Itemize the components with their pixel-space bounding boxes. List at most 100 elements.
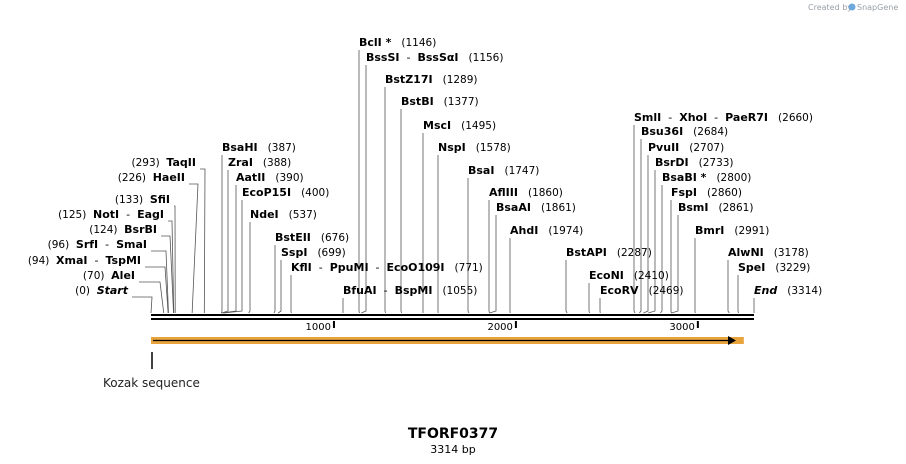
leader-line-smli-xhoi-paer7i [633,125,636,314]
site-label-fspi[interactable]: FspI (2860) [671,186,742,199]
site-label-bstapi[interactable]: BstAPI (2287) [566,246,652,259]
enzyme-name: XmaI [56,254,87,267]
site-label-bcli[interactable]: BclI * (1146) [359,36,436,49]
leader-line-alei [139,281,165,314]
site-label-noti-eagi[interactable]: (125) NotI - EagI [58,208,164,221]
site-position: (1578) [466,142,511,154]
site-position: (1289) [433,74,478,86]
enzyme-name: BsaBI [662,171,697,184]
enzyme-name: AatII [236,171,265,184]
star-icon: * [697,171,707,184]
enzyme-name: Bsu36I [641,125,683,138]
enzyme-separator: - [312,261,330,274]
enzyme-name: KflI [291,261,312,274]
site-label-bsu36i[interactable]: Bsu36I (2684) [641,125,728,138]
site-label-sfii[interactable]: (133) SfiI [115,193,170,206]
site-position: (94) [28,255,56,267]
leader-line-spei [737,275,739,314]
enzyme-name: BspMI [395,284,433,297]
site-label-bsrbi[interactable]: (124) BsrBI [89,223,157,236]
enzyme-name: AlwNI [728,246,764,259]
enzyme-name: NdeI [250,208,279,221]
site-position: (125) [58,209,93,221]
ruler-tick-label-2000: 2000 [487,322,512,333]
enzyme-name: AhdI [510,224,538,237]
site-position: (1747) [494,165,539,177]
ruler-tick-label-3000: 3000 [669,322,694,333]
leader-line-bsteii [273,245,276,314]
site-position: (1156) [459,52,504,64]
ruler-tick-1000 [332,321,335,328]
site-label-kfli-ppumi-ecoo109i[interactable]: KflI - PpuMI - EcoO109I (771) [291,261,483,274]
enzyme-separator: - [369,261,387,274]
ruler-tick-2000 [514,321,517,328]
site-label-zrai[interactable]: ZraI (388) [228,156,291,169]
site-label-taqii[interactable]: (293) TaqII [132,156,197,169]
site-label-ecorv[interactable]: EcoRV (2469) [600,284,684,297]
site-label-bmri[interactable]: BmrI (2991) [695,224,769,237]
site-label-alei[interactable]: (70) AleI [83,269,135,282]
site-label-end[interactable]: End (3314) [754,284,822,297]
site-label-bsaai[interactable]: BsaAI (1861) [496,201,576,214]
credit-prefix: Created by [808,3,852,12]
site-label-pvuii[interactable]: PvuII (2707) [648,141,724,154]
site-label-ecop15i[interactable]: EcoP15I (400) [242,186,329,199]
orf-arrowhead-icon [728,336,736,345]
enzyme-separator: - [400,51,418,64]
enzyme-name: BssSI [366,51,400,64]
enzyme-name: EcoP15I [242,186,291,199]
site-label-bsmi[interactable]: BsmI (2861) [678,201,753,214]
site-label-bsteii[interactable]: BstEII (676) [275,231,349,244]
enzyme-name: PpuMI [330,261,369,274]
backbone-bottom-strand [151,318,754,320]
site-position: (2684) [683,126,728,138]
site-label-alwni[interactable]: AlwNI (3178) [728,246,809,259]
site-label-afliii[interactable]: AflIII (1860) [489,186,563,199]
enzyme-name: BstEII [275,231,311,244]
site-label-xmai-tspmi[interactable]: (94) XmaI - TspMI [28,254,141,267]
leader-line-bsmi [671,215,679,314]
leader-line-xmai-tspmi [145,266,169,314]
site-label-sspi[interactable]: SspI (699) [281,246,346,259]
site-position: (124) [89,224,124,236]
site-label-start[interactable]: (0) Start [75,284,129,297]
enzyme-name: BssSαI [417,51,458,64]
site-leader-lines [132,50,755,314]
site-position: (1495) [451,120,496,132]
enzyme-separator: - [707,111,725,124]
site-labels: (0) Start (70) AleI (94) XmaI - TspMI (96) … [28,36,822,297]
site-label-econi[interactable]: EcoNI (2410) [589,269,669,282]
enzyme-name: TspMI [105,254,141,267]
site-label-msci[interactable]: MscI (1495) [423,119,496,132]
site-label-bfuai-bspmi[interactable]: BfuAI - BspMI (1055) [343,284,477,297]
site-position: (3229) [765,262,810,274]
site-label-bsabi[interactable]: BsaBI * (2800) [662,171,751,184]
enzyme-separator: - [661,111,679,124]
site-label-nspi[interactable]: NspI (1578) [438,141,511,154]
site-label-aatii[interactable]: AatII (390) [236,171,304,184]
site-label-bsahi[interactable]: BsaHI (387) [222,141,296,154]
enzyme-name: SrfI [76,238,98,251]
enzyme-name: BmrI [695,224,724,237]
site-label-bstbi[interactable]: BstBI (1377) [401,95,479,108]
enzyme-name: BstBI [401,95,434,108]
site-label-smli-xhoi-paer7i[interactable]: SmlI - XhoI - PaeR7I (2660) [634,111,813,124]
enzyme-name: FspI [671,186,697,199]
site-label-haeii[interactable]: (226) HaeII [118,171,185,184]
site-position: (2707) [679,142,724,154]
leader-line-start [132,296,153,314]
site-label-bsssi-bsss-i[interactable]: BssSI - BssSαI (1156) [366,51,503,64]
construct-title: TFORF0377 [408,426,498,442]
site-label-bstz17i[interactable]: BstZ17I (1289) [385,73,478,86]
site-label-srfi-smai[interactable]: (96) SrfI - SmaI [48,238,147,251]
site-position: (2733) [689,157,734,169]
site-label-ahdi[interactable]: AhdI (1974) [510,224,583,237]
site-position: (70) [83,270,111,282]
enzyme-name: TaqII [166,156,196,169]
site-label-bsai[interactable]: BsaI (1747) [468,164,539,177]
leader-line-bsssi-bsss-i [361,65,367,314]
site-label-ndei[interactable]: NdeI (537) [250,208,317,221]
site-label-bsrdi[interactable]: BsrDI (2733) [655,156,734,169]
site-label-spei[interactable]: SpeI (3229) [738,261,810,274]
